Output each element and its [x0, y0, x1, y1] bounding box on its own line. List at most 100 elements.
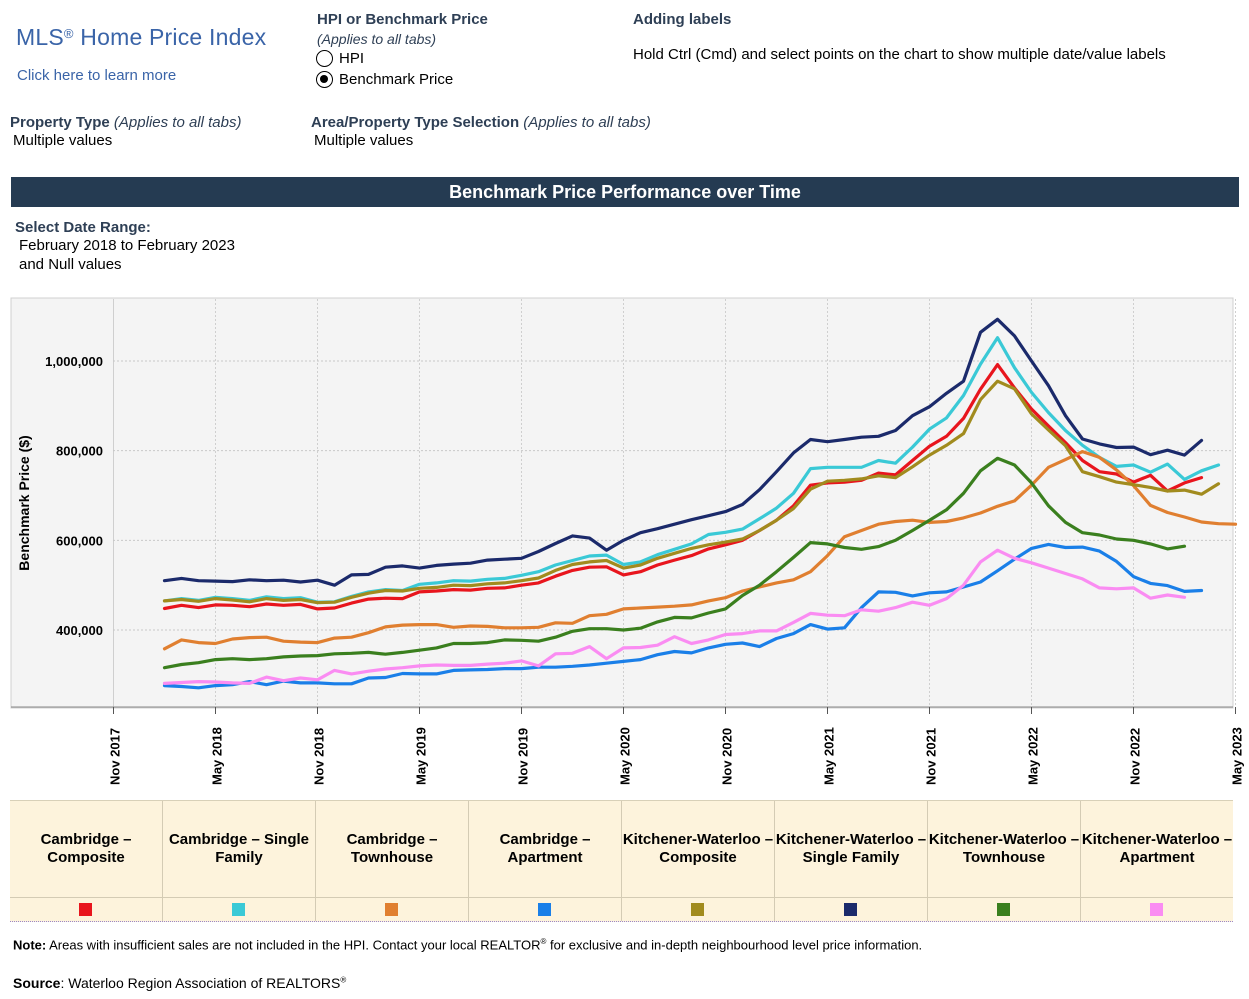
legend-item-label: Kitchener-Waterloo – Composite — [622, 831, 774, 866]
x-axis-tick-labels: Nov 2017 May 2018 Nov 2018 May 2019 Nov 2019… — [108, 727, 1245, 785]
legend-item-label: Kitchener-Waterloo – Townhouse — [928, 831, 1080, 866]
brand-registered-mark: ® — [63, 26, 74, 41]
series-line-4[interactable] — [162, 379, 1221, 605]
radio-hpi-label: HPI — [339, 50, 365, 67]
x-tick-label: Nov 2021 — [924, 728, 939, 785]
radio-benchmark-price[interactable]: Benchmark Price — [316, 71, 453, 88]
legend-item[interactable]: Kitchener-Waterloo – Composite — [622, 801, 775, 921]
chart-plot-area — [10, 297, 1234, 709]
note-label: Note: — [13, 937, 47, 953]
y-tick-label: 1,000,000 — [45, 354, 103, 369]
legend-divider — [1081, 897, 1233, 898]
brand-name: MLS — [16, 24, 64, 50]
chart-section-banner: Benchmark Price Performance over Time — [11, 177, 1239, 207]
x-tick-label: May 2021 — [822, 727, 837, 785]
property-type-note: (Applies to all tabs) — [113, 114, 242, 131]
date-range-null-values[interactable]: and Null values — [19, 256, 122, 273]
series-line-2[interactable] — [162, 450, 1238, 651]
legend-divider — [163, 897, 315, 898]
area-selection-title: Area/Property Type Selection — [311, 114, 520, 131]
footer-source: Source: Waterloo Region Association of R… — [13, 975, 346, 991]
series-line-7[interactable] — [162, 548, 1187, 686]
legend-color-swatch[interactable] — [538, 903, 551, 916]
x-tick-label: May 2023 — [1230, 727, 1245, 785]
area-selection-label: Area/Property Type Selection (Applies to… — [311, 114, 651, 131]
legend-item[interactable]: Kitchener-Waterloo – Single Family — [775, 801, 928, 921]
x-tick-label: Nov 2019 — [516, 728, 531, 785]
adding-labels-title: Adding labels — [633, 11, 732, 28]
date-range-label: Select Date Range: — [15, 219, 151, 236]
x-tick-label: Nov 2017 — [108, 728, 123, 785]
legend-color-swatch[interactable] — [79, 903, 92, 916]
x-tick-label: May 2020 — [618, 727, 633, 785]
y-axis-title: Benchmark Price ($) — [16, 435, 32, 570]
chart-legend: Cambridge – Composite Cambridge – Single … — [10, 800, 1233, 922]
legend-item-label: Kitchener-Waterloo – Apartment — [1081, 831, 1233, 866]
series-line-3[interactable] — [162, 542, 1204, 690]
radio-benchmark-label: Benchmark Price — [339, 71, 454, 88]
property-type-filter[interactable]: Multiple values — [13, 132, 113, 149]
note-text-end: for exclusive and in-depth neighbourhood… — [546, 937, 923, 953]
learn-more-link[interactable]: Click here to learn more — [17, 67, 177, 84]
legend-color-swatch[interactable] — [232, 903, 245, 916]
brand-suffix: Home Price Index — [73, 24, 267, 50]
radio-hpi-circle[interactable] — [316, 50, 333, 67]
series-line-6[interactable] — [162, 456, 1187, 670]
legend-item-label: Kitchener-Waterloo – Single Family — [775, 831, 927, 866]
area-selection-note: (Applies to all tabs) — [523, 114, 651, 131]
chart-axes — [11, 706, 1236, 714]
legend-divider — [775, 897, 927, 898]
x-tick-label: May 2018 — [210, 727, 225, 785]
legend-divider — [928, 897, 1080, 898]
legend-color-swatch[interactable] — [691, 903, 704, 916]
source-label: Source — [13, 975, 61, 991]
x-tick-label: Nov 2018 — [312, 728, 327, 785]
legend-color-swatch[interactable] — [997, 903, 1010, 916]
legend-divider — [10, 897, 162, 898]
x-tick-label: May 2022 — [1026, 727, 1041, 785]
y-tick-label: 600,000 — [56, 533, 103, 548]
y-axis-tick-labels: 400,000 600,000 800,000 1,000,000 — [45, 354, 103, 638]
legend-item[interactable]: Cambridge – Townhouse — [316, 801, 469, 921]
y-tick-label: 400,000 — [56, 623, 103, 638]
radio-hpi[interactable]: HPI — [316, 50, 364, 67]
chart-gridlines — [113, 299, 1236, 707]
x-tick-label: May 2019 — [414, 727, 429, 785]
date-range-value[interactable]: February 2018 to February 2023 — [19, 237, 235, 254]
legend-color-swatch[interactable] — [844, 903, 857, 916]
note-registered-mark: ® — [540, 937, 547, 946]
note-text: Areas with insufficient sales are not in… — [46, 937, 541, 953]
footer-note: Note: Areas with insufficient sales are … — [13, 937, 922, 952]
legend-item[interactable]: Cambridge – Composite — [10, 801, 163, 921]
legend-item[interactable]: Kitchener-Waterloo – Townhouse — [928, 801, 1081, 921]
benchmark-price-line-chart[interactable]: 400,000 600,000 800,000 1,000,000 Nov 2017 M… — [0, 297, 1249, 797]
hpi-benchmark-title: HPI or Benchmark Price — [317, 11, 488, 28]
y-tick-label: 800,000 — [56, 444, 103, 459]
adding-labels-text: Hold Ctrl (Cmd) and select points on the… — [633, 46, 1166, 63]
legend-item-label: Cambridge – Single Family — [168, 831, 310, 866]
legend-divider — [316, 897, 468, 898]
source-text: : Waterloo Region Association of REALTOR… — [60, 975, 341, 991]
legend-item[interactable]: Cambridge – Single Family — [163, 801, 316, 921]
legend-item-label: Cambridge – Apartment — [499, 831, 591, 866]
legend-item-label: Cambridge – Townhouse — [346, 831, 438, 866]
legend-divider — [622, 897, 774, 898]
source-registered-mark: ® — [340, 975, 347, 985]
property-type-label: Property Type (Applies to all tabs) — [10, 114, 241, 131]
series-line-5[interactable] — [162, 317, 1204, 587]
legend-color-swatch[interactable] — [1150, 903, 1163, 916]
legend-item-label: Cambridge – Composite — [40, 831, 132, 866]
hpi-benchmark-subtitle: (Applies to all tabs) — [317, 31, 437, 47]
area-selection-filter[interactable]: Multiple values — [314, 132, 414, 149]
chart-series-lines[interactable] — [162, 317, 1238, 690]
legend-item[interactable]: Cambridge – Apartment — [469, 801, 622, 921]
x-tick-label: Nov 2020 — [720, 728, 735, 785]
legend-color-swatch[interactable] — [385, 903, 398, 916]
legend-divider — [469, 897, 621, 898]
property-type-title: Property Type — [10, 114, 110, 131]
legend-item[interactable]: Kitchener-Waterloo – Apartment — [1081, 801, 1233, 921]
radio-benchmark-circle[interactable] — [316, 71, 333, 88]
x-tick-label: Nov 2022 — [1128, 728, 1143, 785]
series-line-0[interactable] — [162, 363, 1204, 611]
brand-title: MLS® Home Price Index — [16, 24, 266, 51]
